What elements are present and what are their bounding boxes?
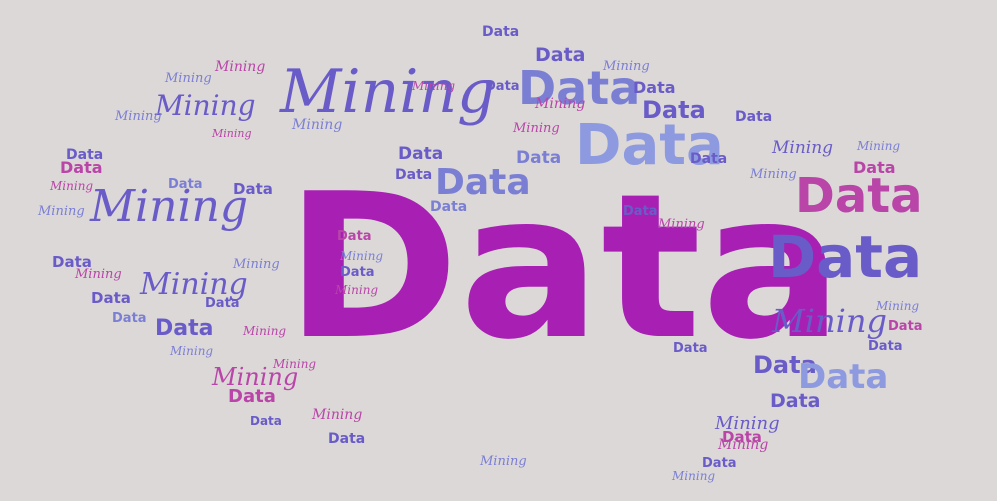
word-data: Data xyxy=(673,341,708,356)
word-mining: Mining xyxy=(772,302,887,340)
word-mining: Mining xyxy=(340,249,384,263)
word-mining: Mining xyxy=(857,139,901,153)
word-data: Data xyxy=(868,339,903,354)
word-data: Data xyxy=(633,78,676,97)
word-data: Data xyxy=(516,148,562,168)
word-data: Data xyxy=(888,319,923,334)
word-data: Data xyxy=(623,204,658,219)
word-data: Data xyxy=(66,147,104,163)
word-data: Data xyxy=(91,289,131,307)
word-mining: Mining xyxy=(672,469,716,483)
word-data: Data xyxy=(768,223,923,291)
word-data: Data xyxy=(285,151,844,384)
word-mining: Mining xyxy=(90,181,249,232)
word-data: Data xyxy=(340,265,375,280)
word-mining: Mining xyxy=(212,127,252,140)
word-data: Data xyxy=(485,79,520,94)
word-mining: Mining xyxy=(155,89,256,122)
word-mining: Mining xyxy=(658,217,705,232)
word-mining: Mining xyxy=(233,257,280,272)
word-mining: Mining xyxy=(75,267,122,282)
word-mining: Mining xyxy=(603,59,650,74)
word-mining: Mining xyxy=(513,121,560,136)
word-mining: Mining xyxy=(280,57,496,127)
word-data: Data xyxy=(430,199,468,215)
word-mining: Mining xyxy=(335,283,379,297)
word-mining: Mining xyxy=(718,437,769,453)
word-data: Data xyxy=(795,168,923,224)
word-data: Data xyxy=(435,162,531,203)
word-data: Data xyxy=(60,158,103,177)
word-mining: Mining xyxy=(312,407,363,423)
word-data: Data xyxy=(205,296,240,311)
word-data: Data xyxy=(337,229,372,244)
word-mining: Mining xyxy=(165,71,212,86)
word-data: Data xyxy=(535,44,586,66)
word-data: Data xyxy=(722,428,762,446)
word-data: Data xyxy=(482,24,520,40)
word-data: Data xyxy=(770,390,821,412)
word-mining: Mining xyxy=(480,454,527,469)
word-data: Data xyxy=(735,109,773,125)
word-mining: Mining xyxy=(535,96,586,112)
word-mining: Mining xyxy=(215,59,266,75)
word-mining: Mining xyxy=(243,324,287,338)
word-mining: Mining xyxy=(715,413,780,434)
word-data: Data xyxy=(52,253,92,271)
word-data: Data xyxy=(798,357,889,397)
word-mining: Mining xyxy=(273,357,317,371)
word-mining: Mining xyxy=(115,109,162,124)
word-data: Data xyxy=(168,177,203,192)
word-mining: Mining xyxy=(750,167,797,182)
word-mining: Mining xyxy=(772,138,834,158)
word-data: Data xyxy=(398,144,444,164)
word-data: Data xyxy=(690,151,728,167)
word-data: Data xyxy=(642,96,706,124)
word-mining: Mining xyxy=(170,344,214,358)
word-data: Data xyxy=(575,113,724,178)
word-data: Data xyxy=(250,414,282,428)
word-mining: Mining xyxy=(212,363,299,391)
word-data: Data xyxy=(233,180,273,198)
word-mining: Mining xyxy=(876,299,920,313)
word-data: Data xyxy=(228,386,276,407)
word-data: Data xyxy=(853,158,896,177)
word-mining: Mining xyxy=(38,204,85,219)
word-mining: Mining xyxy=(292,117,343,133)
word-data: Data xyxy=(518,61,641,115)
word-data: Data xyxy=(395,167,433,183)
word-data: Data xyxy=(328,431,366,447)
word-data: Data xyxy=(702,456,737,471)
word-data: Data xyxy=(753,351,817,379)
word-mining: Mining xyxy=(140,267,248,302)
word-data: Data xyxy=(112,311,147,326)
word-mining: Mining xyxy=(50,179,94,193)
word-data: Data xyxy=(155,316,214,341)
word-mining: Mining xyxy=(412,79,456,93)
